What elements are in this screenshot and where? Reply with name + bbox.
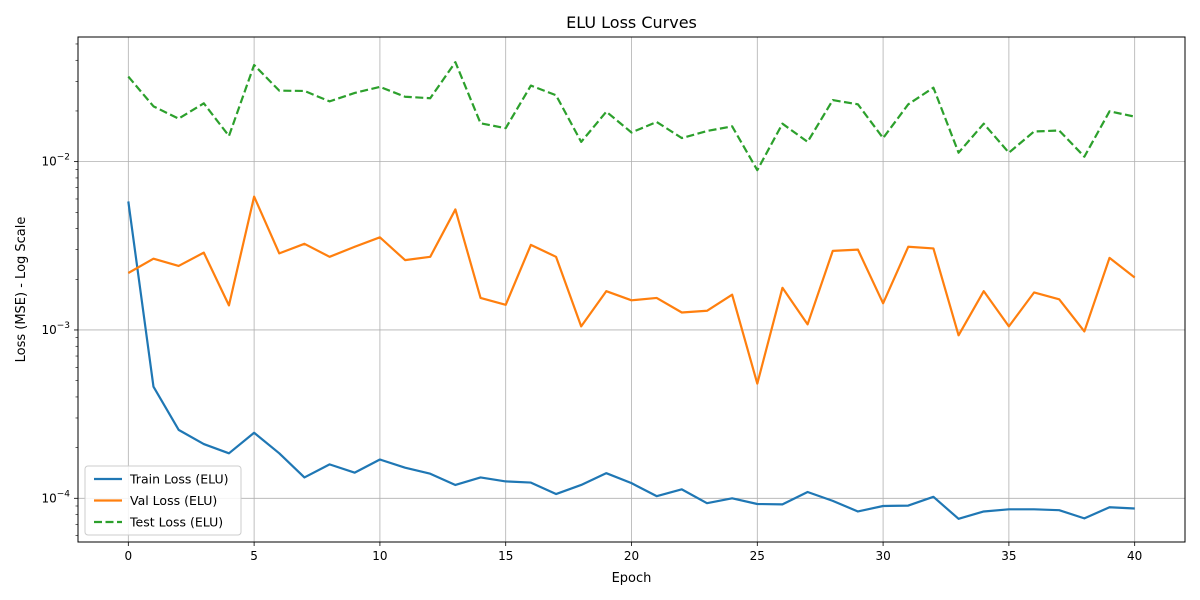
legend-label-2: Val Loss (ELU) (130, 493, 217, 508)
y-tick-label: 10−3 (41, 321, 70, 337)
series-line-3 (127, 61, 1135, 172)
x-axis-label: Epoch (612, 571, 652, 586)
x-tick-label: 5 (250, 549, 258, 563)
y-tick-label: 10−2 (41, 153, 70, 169)
series-line-1 (127, 201, 1135, 520)
x-tick-label: 10 (372, 549, 387, 563)
axis-ticks: 0 5 10 15 20 25 30 35 40 10−4 10−3 10−2 (41, 43, 1142, 563)
x-tick-label: 15 (498, 549, 513, 563)
x-tick-label: 20 (624, 549, 639, 563)
x-tick-label: 35 (1001, 549, 1016, 563)
series-line-2 (127, 195, 1136, 385)
legend: Train Loss (ELU) Val Loss (ELU) Test Loss … (84, 465, 242, 536)
x-tick-label: 25 (750, 549, 765, 563)
legend-label-1: Train Loss (ELU) (129, 472, 229, 487)
chart-title: ELU Loss Curves (566, 13, 697, 32)
x-tick-label: 30 (875, 549, 890, 563)
series-lines (127, 61, 1136, 520)
x-tick-label: 40 (1127, 549, 1142, 563)
legend-box (84, 465, 242, 536)
grid (78, 37, 1185, 542)
legend-label-3: Test Loss (ELU) (129, 515, 223, 530)
y-tick-label: 10−4 (41, 489, 70, 505)
y-axis-label: Loss (MSE) - Log Scale (14, 217, 29, 363)
x-tick-label: 0 (124, 549, 132, 563)
